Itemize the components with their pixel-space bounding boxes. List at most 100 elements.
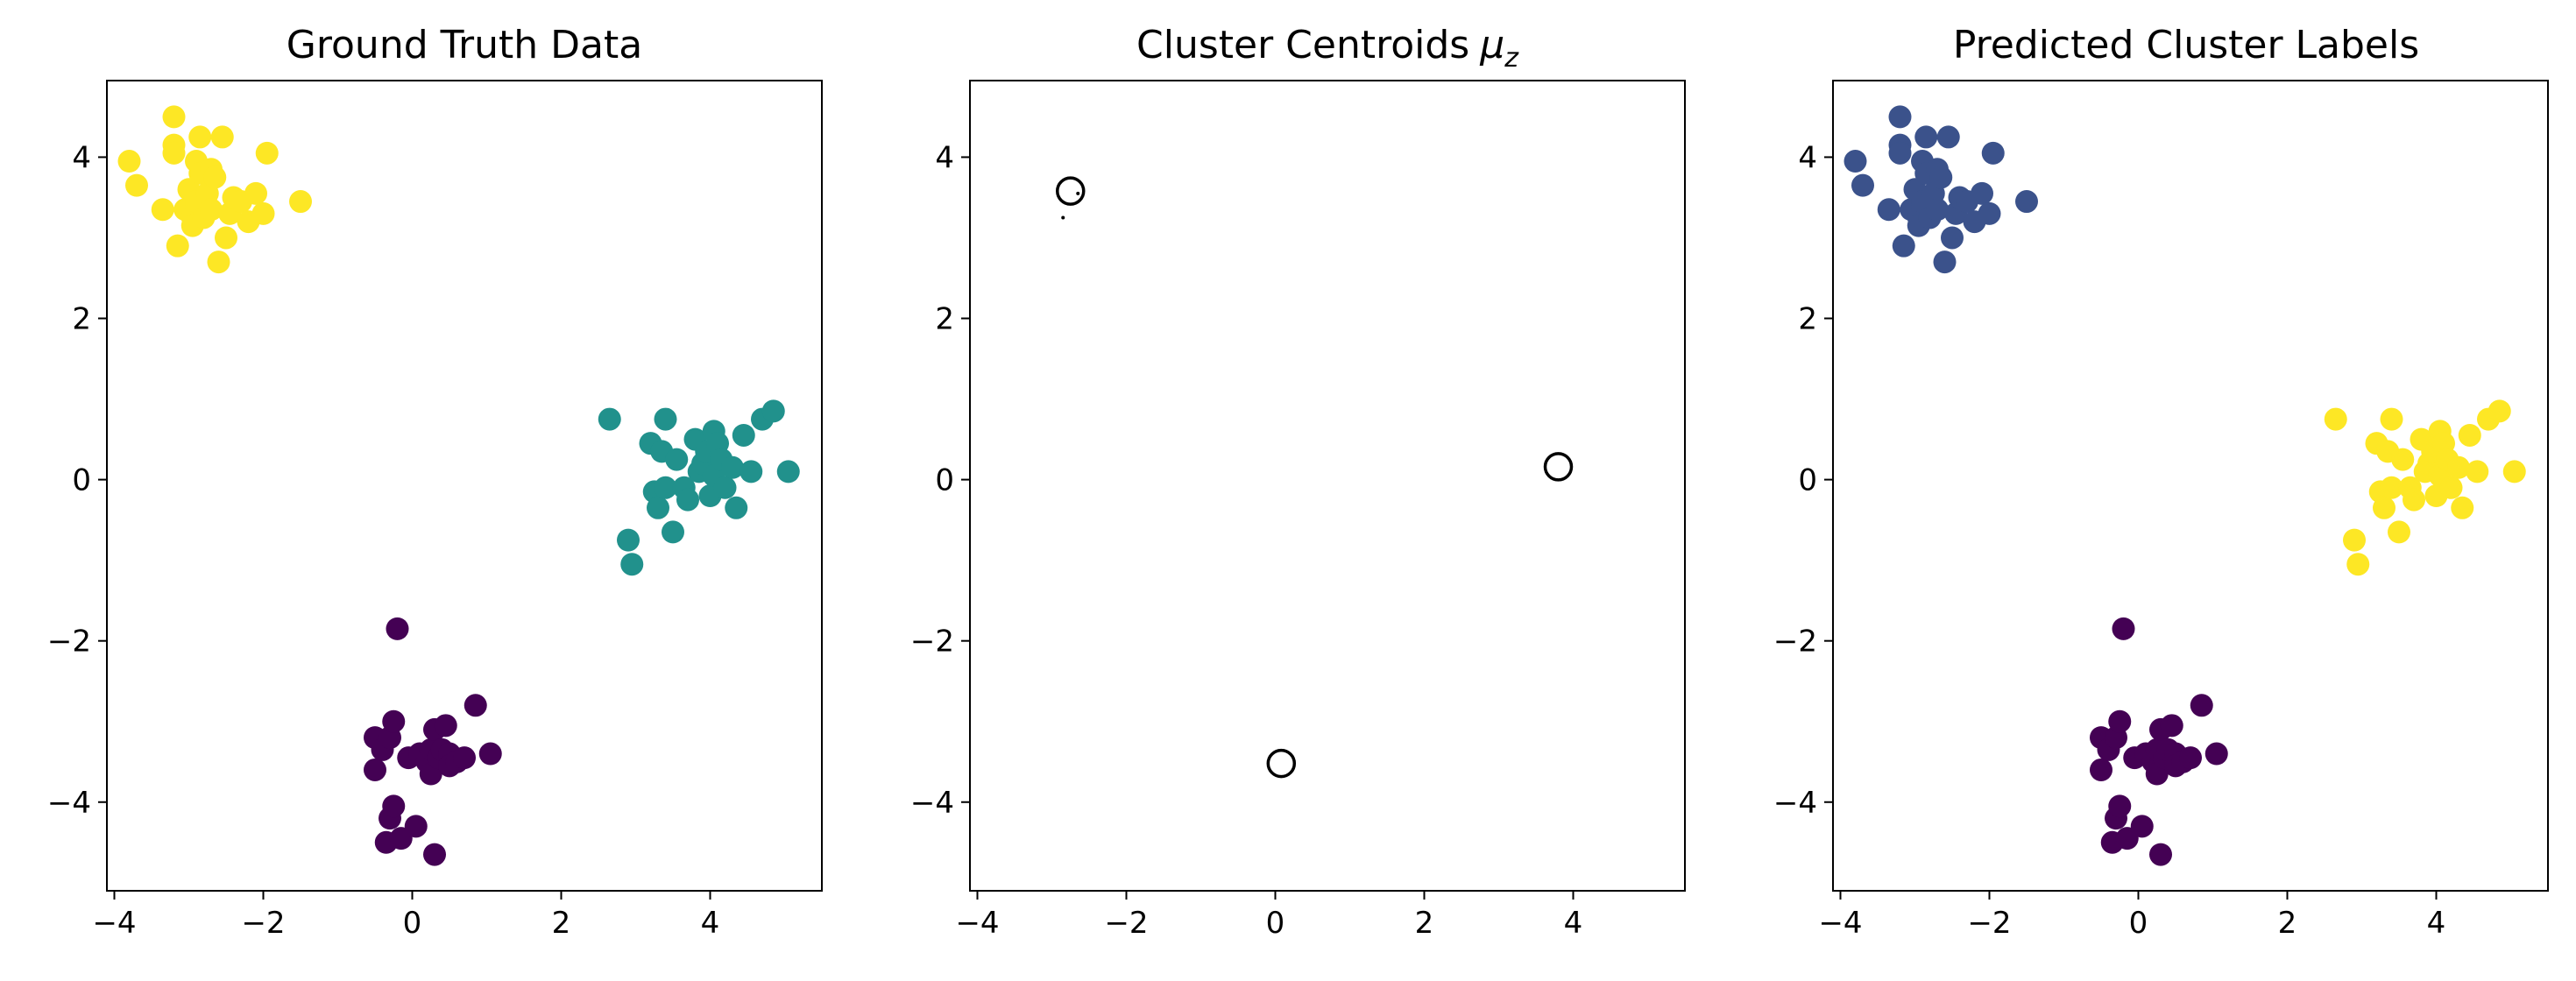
data-point-series-2 bbox=[2108, 794, 2132, 818]
centroid-marker bbox=[1056, 176, 1086, 206]
centroid-marker bbox=[1543, 452, 1574, 482]
data-point-series-1 bbox=[2439, 476, 2463, 499]
data-point-series-1 bbox=[676, 488, 699, 512]
data-point-series-0 bbox=[251, 201, 275, 225]
y-tick-label: −2 bbox=[47, 625, 91, 660]
y-tick-label: 4 bbox=[935, 140, 954, 175]
data-point-series-1 bbox=[2502, 460, 2526, 483]
y-tick-label: 0 bbox=[72, 463, 91, 498]
data-point-series-2 bbox=[2090, 758, 2112, 781]
data-point-series-1 bbox=[2380, 407, 2403, 431]
data-point-series-1 bbox=[776, 460, 800, 483]
data-point-series-0 bbox=[215, 226, 237, 250]
centroid-trace-dot bbox=[1061, 215, 1065, 220]
chart-title-text: Cluster Centroids bbox=[1136, 23, 1469, 67]
data-point-series-2 bbox=[453, 746, 476, 770]
data-point-series-1 bbox=[620, 553, 644, 576]
data-point-series-1 bbox=[2488, 399, 2511, 423]
data-point-series-1 bbox=[647, 496, 669, 519]
data-point-series-0 bbox=[207, 251, 230, 274]
data-point-series-0 bbox=[289, 190, 312, 214]
data-point-series-1 bbox=[2403, 488, 2425, 512]
data-point-series-0 bbox=[166, 234, 189, 258]
x-tick-label: −4 bbox=[955, 906, 999, 941]
data-point-series-1 bbox=[725, 496, 748, 519]
chart-title: Predicted Cluster Labels bbox=[1953, 23, 2419, 67]
data-point-series-0 bbox=[1978, 201, 2001, 225]
data-point-series-0 bbox=[1929, 166, 1953, 189]
x-tick-label: 4 bbox=[701, 906, 720, 941]
data-point-series-1 bbox=[2324, 407, 2347, 431]
x-tick-label: 4 bbox=[1564, 906, 1583, 941]
chart-title: Cluster Centroids μz bbox=[1136, 23, 1519, 74]
chart-panel-ground-truth: Ground Truth Data −4 −2 0 2 4 −4 −2 0 2 4 bbox=[0, 0, 859, 981]
data-point-series-0 bbox=[203, 166, 227, 189]
data-point-series-0 bbox=[1933, 251, 1957, 274]
axes-frame bbox=[1832, 80, 2549, 892]
data-point-series-0 bbox=[1844, 150, 1867, 173]
y-tick-label: 4 bbox=[1798, 140, 1817, 175]
ground-truth-chart: Ground Truth Data −4 −2 0 2 4 −4 −2 0 2 4 bbox=[47, 23, 823, 941]
data-point-series-1 bbox=[2447, 455, 2470, 479]
y-tick-label: −4 bbox=[1773, 786, 1817, 821]
chart-title: Ground Truth Data bbox=[287, 23, 642, 67]
x-tick-label: −4 bbox=[1818, 906, 1862, 941]
data-point-series-0 bbox=[1877, 198, 1900, 222]
data-point-series-1 bbox=[665, 448, 689, 471]
chart-panel-centroids: Cluster Centroids μz −4 −2 0 2 4 −4 −2 0 2 4 bbox=[863, 0, 1722, 981]
data-point-series-2 bbox=[2108, 709, 2132, 733]
x-tick-label: 2 bbox=[2278, 906, 2297, 941]
data-point-series-1 bbox=[598, 407, 621, 431]
data-point-series-1 bbox=[2388, 520, 2410, 544]
data-point-series-0 bbox=[1926, 198, 1949, 222]
x-tick-label: −2 bbox=[241, 906, 285, 941]
data-point-series-2 bbox=[2149, 843, 2172, 866]
data-point-series-0 bbox=[244, 181, 267, 205]
data-point-series-2 bbox=[2179, 746, 2202, 770]
data-point-series-0 bbox=[1971, 181, 1993, 205]
y-tick-label: 2 bbox=[935, 302, 954, 337]
y-tick-label: −2 bbox=[1773, 625, 1817, 660]
x-tick-label: 0 bbox=[403, 906, 422, 941]
data-point-series-2 bbox=[2204, 742, 2228, 766]
data-point-series-2 bbox=[382, 794, 406, 818]
data-point-series-1 bbox=[662, 520, 684, 544]
x-tick-label: 0 bbox=[2129, 906, 2148, 941]
data-point-series-2 bbox=[2160, 714, 2183, 738]
data-point-series-2 bbox=[2112, 617, 2135, 640]
axes-frame bbox=[969, 80, 1686, 892]
data-point-series-0 bbox=[117, 150, 141, 173]
centroids-chart: Cluster Centroids μz −4 −2 0 2 4 −4 −2 0 2 4 bbox=[910, 23, 1686, 941]
data-point-series-0 bbox=[162, 105, 186, 129]
chart-title-subscript: z bbox=[1504, 43, 1519, 74]
data-point-series-0 bbox=[188, 125, 212, 149]
data-point-series-0 bbox=[1888, 105, 1912, 129]
predicted-labels-chart: Predicted Cluster Labels −4 −2 0 2 4 −4 −2 0 2 4 bbox=[1773, 23, 2549, 941]
data-point-series-1 bbox=[2391, 448, 2415, 471]
data-point-series-1 bbox=[740, 460, 763, 483]
data-point-series-0 bbox=[1851, 173, 1874, 197]
data-point-series-0 bbox=[210, 125, 234, 149]
data-point-series-1 bbox=[654, 476, 677, 499]
data-point-series-1 bbox=[2346, 553, 2370, 576]
data-point-series-0 bbox=[1892, 234, 1915, 258]
data-point-series-2 bbox=[478, 742, 502, 766]
data-point-series-1 bbox=[761, 399, 785, 423]
centroid-marker bbox=[1266, 748, 1297, 779]
data-point-series-0 bbox=[200, 198, 223, 222]
x-tick-label: −2 bbox=[1104, 906, 1148, 941]
data-point-series-0 bbox=[1981, 141, 2005, 165]
y-tick-label: 0 bbox=[935, 463, 954, 498]
data-point-series-1 bbox=[617, 528, 640, 552]
data-point-series-2 bbox=[423, 843, 446, 866]
data-point-series-2 bbox=[386, 617, 409, 640]
chart-title-mu: μ bbox=[1479, 23, 1504, 67]
data-point-series-2 bbox=[2130, 815, 2154, 838]
x-tick-label: 2 bbox=[1415, 906, 1434, 941]
data-point-series-1 bbox=[732, 423, 755, 447]
data-point-series-2 bbox=[404, 815, 428, 838]
data-point-series-2 bbox=[382, 709, 406, 733]
data-point-series-1 bbox=[2458, 423, 2481, 447]
data-point-series-1 bbox=[2373, 496, 2396, 519]
y-tick-label: 2 bbox=[72, 302, 91, 337]
